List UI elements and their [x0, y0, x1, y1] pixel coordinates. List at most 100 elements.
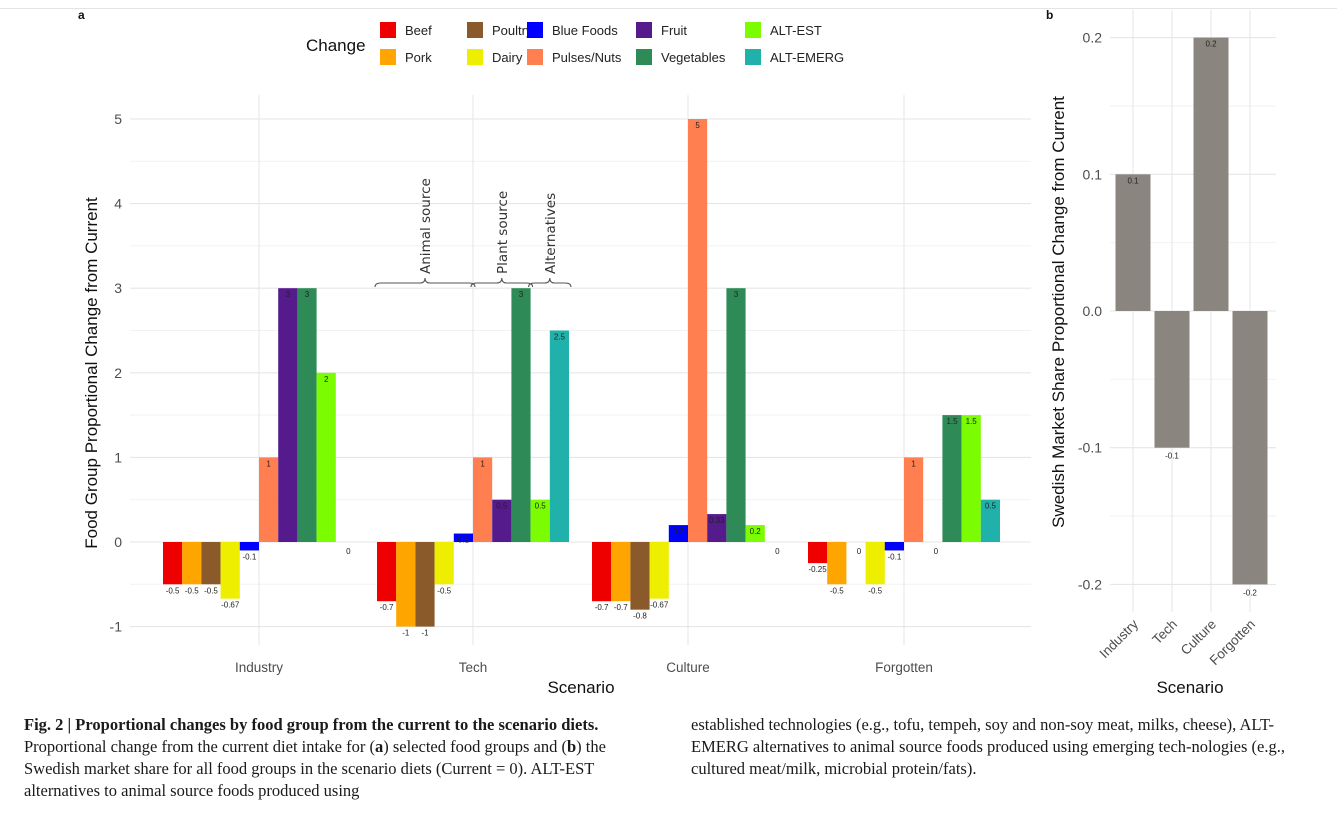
bar-vegetables-culture	[726, 288, 746, 542]
bar-data-label: -0.67	[650, 601, 669, 610]
bar-blue-foods-industry	[239, 542, 259, 551]
legend-entry-label: ALT-EMERG	[770, 50, 844, 65]
bar-dairy-industry	[220, 542, 240, 599]
bar-data-label: 0	[346, 547, 351, 556]
bar-market-share-industry	[1115, 174, 1151, 311]
bar-beef-tech	[377, 542, 397, 602]
bar-blue-foods-culture	[668, 525, 688, 542]
y-tick-label: 5	[114, 111, 122, 127]
page-top-rule	[0, 8, 1337, 9]
bracket-label: Plant source	[495, 191, 511, 274]
caption-ref-a: a	[374, 737, 384, 756]
caption-text-3: ) the Swedish market share for all food …	[24, 737, 606, 800]
panel-b-label: b	[1046, 8, 1053, 22]
bar-data-label: -0.2	[1243, 588, 1257, 597]
caption-text-1: Proportional change from the current die…	[24, 737, 375, 756]
bar-data-label: 3	[305, 290, 310, 299]
bar-data-label: -0.5	[830, 586, 844, 595]
bar-pork-forgotten	[827, 542, 847, 585]
y-tick-label: 1	[114, 449, 122, 465]
bracket-annotation	[528, 277, 572, 288]
x-tick-label: Culture	[666, 660, 710, 675]
bar-pulses-nuts-culture	[688, 119, 708, 542]
bar-fruit-tech	[492, 499, 512, 542]
bar-data-label: 0.33	[709, 516, 725, 525]
bar-data-label: -0.5	[204, 586, 218, 595]
bar-data-label: -0.25	[808, 565, 827, 574]
legend-swatch-dairy	[467, 49, 483, 65]
legend-swatch-blue-foods	[527, 22, 543, 38]
y-tick-label: 2	[114, 365, 122, 381]
legend-swatch-vegetables	[636, 49, 652, 65]
bar-data-label: -0.8	[633, 612, 647, 621]
legend-entry-label: Dairy	[492, 50, 523, 65]
bar-data-label: 0.5	[535, 502, 547, 511]
bar-beef-forgotten	[808, 542, 828, 564]
bar-data-label: 0.2	[750, 527, 762, 536]
bar-fruit-culture	[707, 514, 727, 542]
x-tick-label: Tech	[459, 660, 488, 675]
bracket-label: Animal source	[418, 178, 434, 274]
legend-entry-label: Blue Foods	[552, 23, 618, 38]
bar-data-label: 3	[519, 290, 524, 299]
bar-data-label: -0.67	[221, 601, 240, 610]
legend-swatch-pork	[380, 49, 396, 65]
panel-a-label: a	[78, 8, 85, 22]
x-tick-label: Industry	[235, 660, 283, 675]
y-axis-title: Food Group Proportional Change from Curr…	[82, 197, 101, 549]
bar-fruit-industry	[278, 288, 298, 542]
bar-blue-foods-tech	[453, 533, 473, 542]
y-tick-label: 0.2	[1083, 30, 1103, 46]
y-tick-label: 3	[114, 280, 122, 296]
legend-swatch-poultry	[467, 22, 483, 38]
bar-data-label: 1.5	[966, 417, 978, 426]
caption-text-2: ) selected food groups and (	[383, 737, 567, 756]
bar-data-label: 1	[480, 459, 485, 468]
bar-data-label: -0.7	[614, 603, 628, 612]
bar-pulses-nuts-tech	[473, 457, 493, 542]
bar-data-label: 0.5	[496, 502, 508, 511]
bar-dairy-forgotten	[865, 542, 885, 585]
y-tick-label: 0.0	[1083, 303, 1103, 319]
bar-dairy-tech	[434, 542, 454, 585]
bar-pulses-nuts-forgotten	[904, 457, 924, 542]
legend-swatch-alt-emerg	[745, 49, 761, 65]
legend-entry-label: Poultry	[492, 23, 533, 38]
x-axis-title: Scenario	[547, 678, 614, 697]
bar-data-label: 3	[734, 290, 739, 299]
panel-b-chart: 0.2 0.1 0.0 -0.1 -0.2 0.1 -0.1 0.2 -0.2 Industry T…	[1049, 10, 1276, 697]
figure-caption-left: Fig. 2 | Proportional changes by food gr…	[24, 714, 664, 802]
bar-data-label: 1	[911, 459, 916, 468]
legend-entry-label: Fruit	[661, 23, 687, 38]
legend-title: Change	[306, 36, 366, 55]
bar-data-label: -0.7	[595, 603, 609, 612]
bar-data-label: 5	[695, 121, 700, 130]
bar-data-label: -0.5	[185, 586, 199, 595]
bar-data-label: -0.5	[166, 586, 180, 595]
bar-pork-tech	[396, 542, 416, 627]
legend-entry-label: Vegetables	[661, 50, 726, 65]
caption-ref-b: b	[566, 737, 577, 756]
bar-data-label: 1.5	[946, 417, 958, 426]
y-tick-label: -0.1	[1078, 440, 1102, 456]
bar-data-label: 0.2	[673, 527, 685, 536]
x-tick-label: Industry	[1097, 616, 1142, 661]
y-axis-title: Swedish Market Share Proportional Change…	[1049, 96, 1068, 528]
bar-vegetables-industry	[297, 288, 317, 542]
y-tick-label: 0	[114, 534, 122, 550]
legend-entry-label: ALT-EST	[770, 23, 822, 38]
bar-data-label: -1	[402, 629, 410, 638]
bar-data-label: -0.7	[380, 603, 394, 612]
bar-data-label: 0	[934, 547, 939, 556]
bar-data-label: -0.1	[888, 552, 902, 561]
bar-data-label: -0.1	[243, 552, 257, 561]
bar-data-label: -0.5	[868, 586, 882, 595]
bar-poultry-culture	[630, 542, 650, 610]
bar-alt-est-forgotten	[961, 415, 981, 542]
bar-poultry-industry	[201, 542, 221, 585]
legend-swatch-pulses-nuts	[527, 49, 543, 65]
bar-poultry-tech	[415, 542, 435, 627]
x-axis-title: Scenario	[1156, 678, 1223, 697]
figure-caption-right: established technologies (e.g., tofu, te…	[691, 715, 1285, 778]
y-tick-label: 0.1	[1083, 166, 1103, 182]
